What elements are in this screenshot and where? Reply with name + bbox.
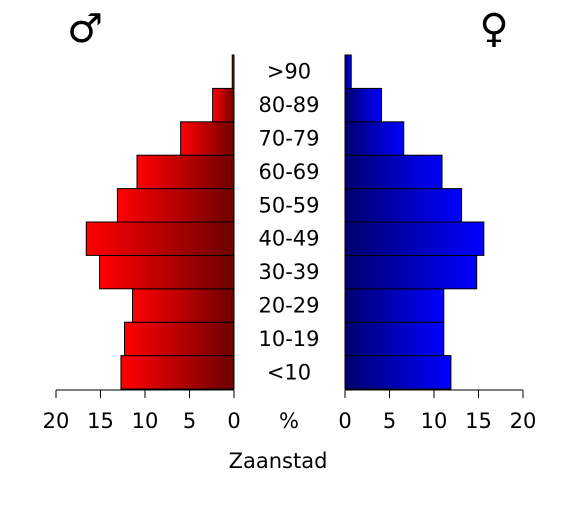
percent-label: % bbox=[279, 409, 299, 433]
male-bar-9 bbox=[231, 54, 235, 89]
age-label-1: 10-19 bbox=[258, 327, 319, 351]
female-bar-6 bbox=[344, 154, 443, 190]
male-tick-label-0: 0 bbox=[227, 409, 240, 433]
female-symbol: ♀ bbox=[479, 6, 508, 52]
male-bar-3 bbox=[99, 254, 235, 290]
age-label-0: <10 bbox=[267, 360, 311, 384]
female-tick-label-3: 15 bbox=[465, 409, 492, 433]
age-category-labels: <10 10-19 20-29 30-39 40-49 50-59 60-69 70-79 80… bbox=[258, 60, 319, 385]
female-bar-7 bbox=[344, 121, 405, 156]
female-tick-label-0: 0 bbox=[338, 409, 351, 433]
male-tick-label-3: 15 bbox=[87, 409, 114, 433]
male-bar-2 bbox=[132, 288, 235, 323]
female-bar-8 bbox=[344, 87, 382, 123]
female-bar-3 bbox=[344, 254, 478, 290]
female-bar-5 bbox=[344, 188, 463, 223]
age-label-3: 30-39 bbox=[258, 260, 319, 284]
age-label-2: 20-29 bbox=[258, 294, 319, 318]
male-bar-8 bbox=[212, 87, 235, 123]
age-label-7: 70-79 bbox=[258, 127, 319, 151]
age-label-8: 80-89 bbox=[258, 93, 319, 117]
female-bar-2 bbox=[344, 288, 445, 323]
female-bar-1 bbox=[344, 321, 445, 357]
female-bar-9 bbox=[344, 54, 352, 89]
male-bar-4 bbox=[85, 221, 235, 256]
male-tick-label-1: 5 bbox=[183, 409, 196, 433]
female-bar-0 bbox=[344, 355, 452, 390]
male-tick-label-4: 20 bbox=[43, 409, 70, 433]
male-series bbox=[85, 54, 235, 390]
male-bar-0 bbox=[120, 355, 235, 390]
male-bar-5 bbox=[116, 188, 235, 223]
x-axes: 0 0 5 5 10 10 15 15 20 20 bbox=[43, 389, 537, 433]
female-series bbox=[344, 54, 485, 390]
chart-title: Zaanstad bbox=[229, 449, 328, 473]
male-bar-7 bbox=[180, 121, 235, 156]
male-bar-6 bbox=[136, 154, 235, 190]
age-label-5: 50-59 bbox=[258, 193, 319, 217]
female-bar-4 bbox=[344, 221, 485, 256]
male-symbol: ♂ bbox=[67, 6, 103, 52]
female-tick-label-4: 20 bbox=[510, 409, 537, 433]
male-bar-1 bbox=[124, 321, 235, 357]
female-tick-label-2: 10 bbox=[421, 409, 448, 433]
male-tick-label-2: 10 bbox=[132, 409, 159, 433]
age-label-4: 40-49 bbox=[258, 227, 319, 251]
age-label-6: 60-69 bbox=[258, 160, 319, 184]
female-tick-label-1: 5 bbox=[383, 409, 396, 433]
age-label-9: >90 bbox=[267, 60, 311, 84]
